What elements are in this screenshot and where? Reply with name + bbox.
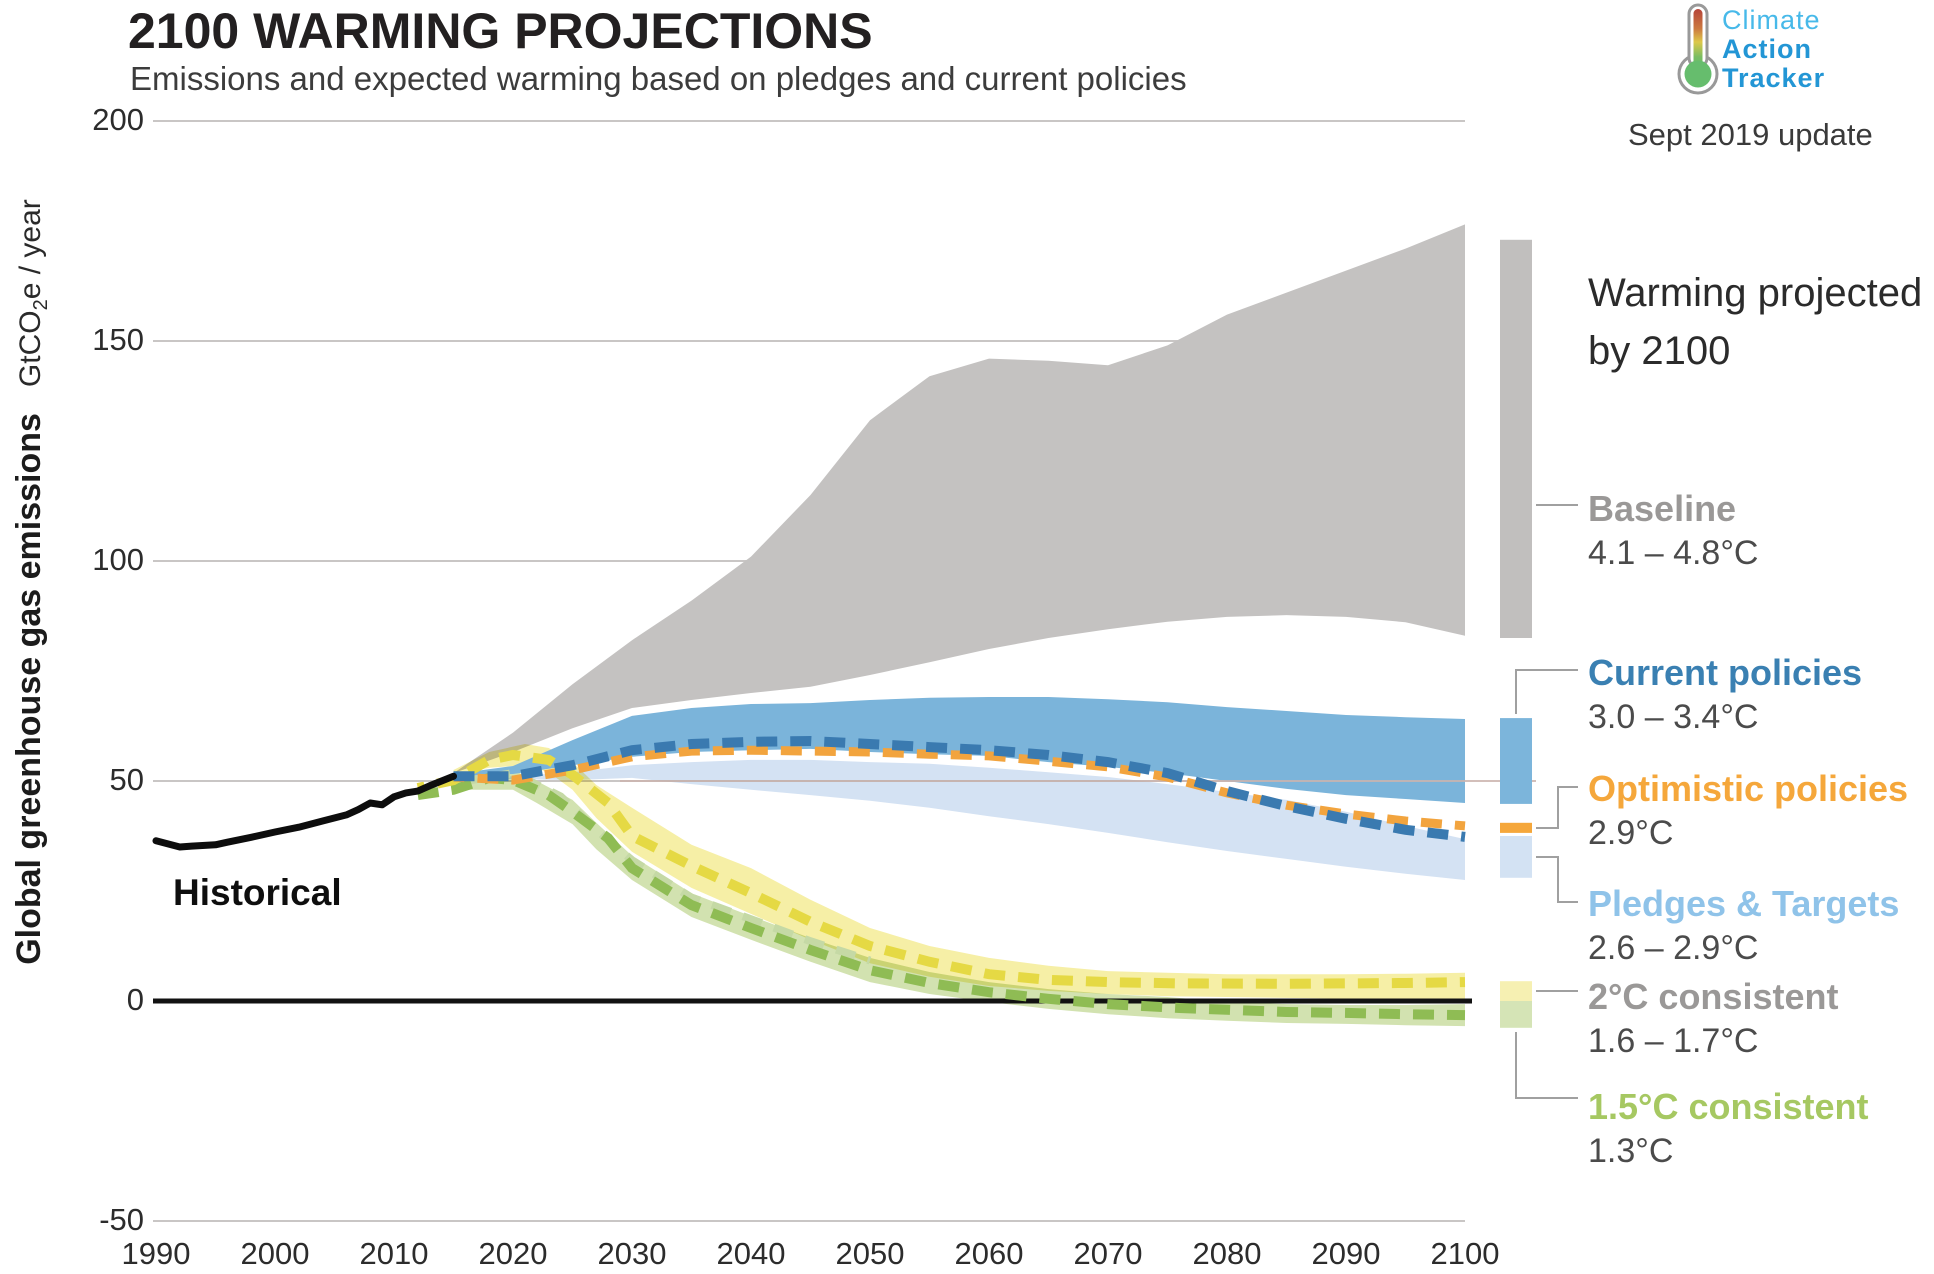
- historical-series-label: Historical: [173, 872, 342, 913]
- x-tick-label-2070: 2070: [1073, 1236, 1143, 1271]
- logo-line-climate: Climate: [1722, 5, 1821, 35]
- legend-range-optimistic-policies: 2.9°C: [1588, 814, 1674, 852]
- summary-bar-two-deg: [1500, 981, 1532, 1001]
- legend-range-2c-consistent: 1.6 – 1.7°C: [1588, 1022, 1759, 1060]
- x-tick-label-2010: 2010: [359, 1236, 429, 1271]
- legend-connector-pledges: [1536, 856, 1578, 903]
- summary-bar-one-five: [1500, 1001, 1532, 1028]
- legend-connector-optimistic: [1536, 786, 1578, 829]
- summary-bar-current: [1500, 718, 1532, 804]
- y-tick-label-150: 150: [92, 322, 144, 357]
- dashed-line-yellow-dash: [416, 749, 1466, 989]
- y-axis-title: Global greenhouse gas emissions GtCO2e / …: [10, 62, 62, 1102]
- logo-wordmark: Climate Action Tracker: [1722, 6, 1825, 93]
- historical-line: [152, 772, 457, 851]
- band-current-band: [453, 697, 1465, 803]
- x-tick-label-2100: 2100: [1430, 1236, 1500, 1271]
- band-baseline-band: [453, 224, 1465, 774]
- x-tick-label-2080: 2080: [1192, 1236, 1262, 1271]
- thermometer-icon: [1677, 3, 1719, 95]
- legend-name-pledges-targets: Pledges & Targets: [1588, 883, 1900, 924]
- page-subtitle: Emissions and expected warming based on …: [130, 60, 1187, 97]
- legend-range-baseline: 4.1 – 4.8°C: [1588, 534, 1759, 572]
- legend-name-2c-consistent: 2°C consistent: [1588, 976, 1839, 1017]
- y-tick-label-0: 0: [126, 982, 144, 1017]
- warming-heading-line2: by 2100: [1588, 329, 1731, 373]
- dashed-line-blue-dash: [453, 735, 1466, 842]
- legend-entry-1-5c-consistent: 1.5°C consistent 1.3°C: [1588, 1084, 1868, 1174]
- x-tick-label-2020: 2020: [478, 1236, 548, 1271]
- update-note: Sept 2019 update: [1628, 117, 1873, 152]
- x-tick-label-2000: 2000: [240, 1236, 310, 1271]
- legend-entry-pledges-targets: Pledges & Targets 2.6 – 2.9°C: [1588, 881, 1899, 971]
- y-tick-label-100: 100: [92, 542, 144, 577]
- legend-entry-current-policies: Current policies 3.0 – 3.4°C: [1588, 650, 1862, 740]
- x-tick-label-2030: 2030: [597, 1236, 667, 1271]
- y-axis-unit: GtCO2e / year: [14, 199, 52, 388]
- legend-name-1-5c-consistent: 1.5°C consistent: [1588, 1086, 1869, 1127]
- legend-connector-current: [1515, 669, 1578, 714]
- band-pledges-band: [501, 759, 1466, 880]
- x-tick-label-2050: 2050: [835, 1236, 905, 1271]
- legend-range-1-5c-consistent: 1.3°C: [1588, 1132, 1674, 1170]
- summary-bar-optimistic: [1500, 822, 1532, 833]
- legend-entry-2c-consistent: 2°C consistent 1.6 – 1.7°C: [1588, 974, 1838, 1064]
- y-axis-title-main: Global greenhouse gas emissions: [10, 413, 48, 965]
- page-title: 2100 WARMING PROJECTIONS: [128, 3, 873, 59]
- y-tick-label-50: 50: [109, 762, 144, 797]
- x-tick-label-2090: 2090: [1311, 1236, 1381, 1271]
- y-tick-label-200: 200: [92, 102, 144, 137]
- legend-connector-one-five: [1515, 1032, 1578, 1099]
- y-tick-label--50: -50: [99, 1202, 144, 1237]
- summary-bar-pledges: [1500, 836, 1532, 878]
- warming-heading-line1: Warming projected: [1588, 271, 1923, 315]
- dashed-line-green-dash: [417, 772, 1466, 1021]
- legend-range-pledges-targets: 2.6 – 2.9°C: [1588, 929, 1759, 967]
- summary-bar-baseline: [1500, 239, 1532, 639]
- logo-line-tracker: Tracker: [1722, 63, 1826, 93]
- x-tick-label-1990: 1990: [121, 1236, 191, 1271]
- legend-entry-baseline: Baseline 4.1 – 4.8°C: [1588, 486, 1758, 576]
- legend-name-current-policies: Current policies: [1588, 652, 1863, 693]
- legend-name-optimistic-policies: Optimistic policies: [1588, 768, 1909, 809]
- legend-range-current-policies: 3.0 – 3.4°C: [1588, 698, 1759, 736]
- legend-entry-optimistic-policies: Optimistic policies 2.9°C: [1588, 766, 1908, 856]
- logo-line-action: Action: [1722, 34, 1812, 64]
- x-tick-label-2060: 2060: [954, 1236, 1024, 1271]
- x-tick-label-2040: 2040: [716, 1236, 786, 1271]
- warming-projection-heading: Warming projected by 2100: [1588, 264, 1922, 380]
- legend-name-baseline: Baseline: [1588, 488, 1737, 529]
